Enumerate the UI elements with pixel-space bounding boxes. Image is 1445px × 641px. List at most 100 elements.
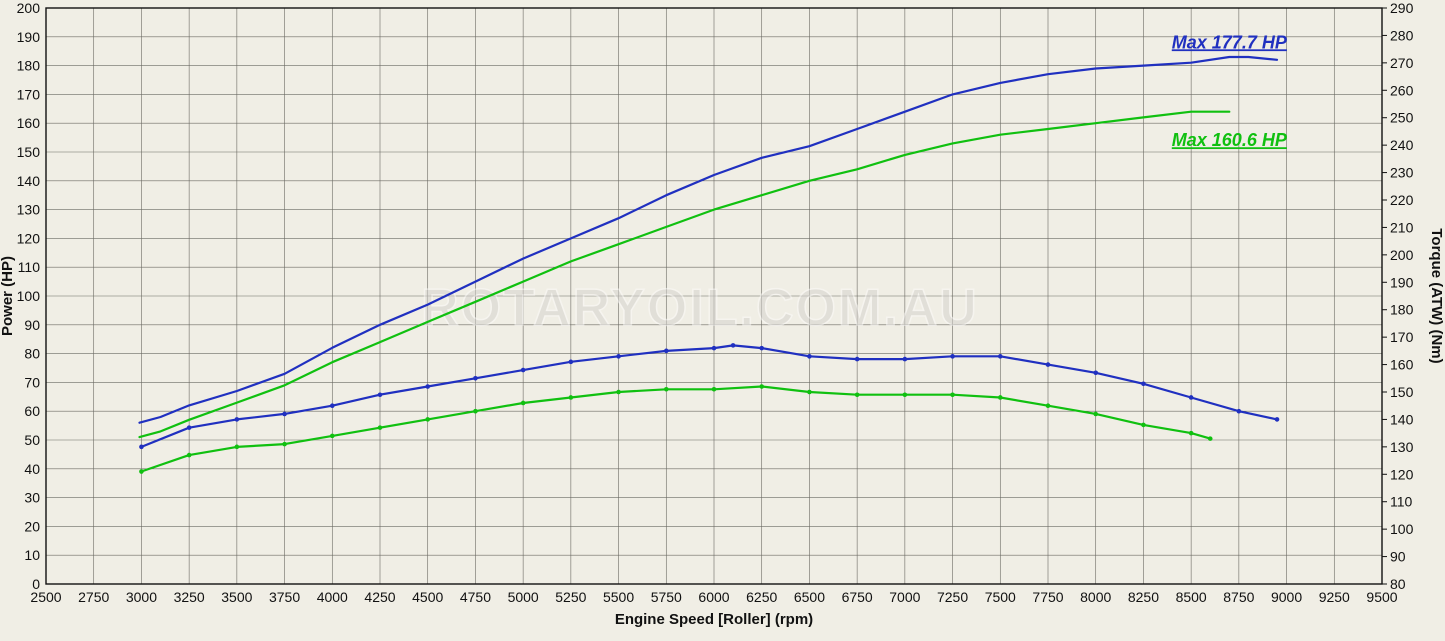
x-tick-label: 8500 bbox=[1176, 589, 1207, 605]
x-tick-label: 5000 bbox=[508, 589, 539, 605]
y-left-axis-label: Power (HP) bbox=[0, 256, 16, 336]
x-tick-label: 9250 bbox=[1319, 589, 1350, 605]
marker bbox=[1189, 395, 1194, 400]
y-left-tick-label: 50 bbox=[24, 432, 40, 448]
x-tick-label: 3750 bbox=[269, 589, 300, 605]
x-tick-label: 2750 bbox=[78, 589, 109, 605]
y-right-tick-label: 180 bbox=[1390, 302, 1414, 318]
marker bbox=[282, 442, 287, 447]
marker bbox=[1046, 403, 1051, 408]
marker bbox=[187, 425, 192, 430]
y-right-tick-label: 110 bbox=[1390, 494, 1413, 510]
x-tick-label: 5750 bbox=[651, 589, 682, 605]
y-right-tick-label: 130 bbox=[1390, 439, 1414, 455]
marker bbox=[664, 349, 669, 354]
x-tick-label: 4750 bbox=[460, 589, 491, 605]
x-tick-label: 7500 bbox=[985, 589, 1016, 605]
marker bbox=[521, 368, 526, 373]
x-tick-label: 6250 bbox=[746, 589, 777, 605]
x-tick-label: 5250 bbox=[555, 589, 586, 605]
y-left-tick-label: 60 bbox=[24, 403, 40, 419]
marker bbox=[903, 357, 908, 362]
marker bbox=[1237, 409, 1242, 414]
y-right-tick-label: 170 bbox=[1390, 329, 1414, 345]
y-left-tick-label: 10 bbox=[24, 547, 40, 563]
marker bbox=[1208, 436, 1213, 441]
y-left-tick-label: 40 bbox=[24, 461, 40, 477]
marker bbox=[1141, 423, 1146, 428]
marker bbox=[378, 392, 383, 397]
y-right-tick-label: 160 bbox=[1390, 357, 1414, 373]
marker bbox=[950, 392, 955, 397]
marker bbox=[187, 453, 192, 458]
marker bbox=[950, 354, 955, 359]
y-left-tick-label: 170 bbox=[17, 86, 41, 102]
y-right-tick-label: 230 bbox=[1390, 165, 1414, 181]
y-right-tick-label: 220 bbox=[1390, 192, 1414, 208]
marker bbox=[330, 434, 335, 439]
y-right-tick-label: 200 bbox=[1390, 247, 1414, 263]
marker bbox=[998, 354, 1003, 359]
x-axis-label: Engine Speed [Roller] (rpm) bbox=[615, 611, 813, 628]
y-right-tick-label: 150 bbox=[1390, 384, 1414, 400]
marker bbox=[235, 417, 240, 422]
y-right-tick-label: 240 bbox=[1390, 137, 1414, 153]
watermark: ROTARYOIL.COM.AU bbox=[421, 279, 979, 337]
x-tick-label: 4500 bbox=[412, 589, 443, 605]
chart-svg: ROTARYOIL.COM.AU250027503000325035003750… bbox=[0, 0, 1445, 641]
y-left-tick-label: 120 bbox=[17, 230, 41, 246]
marker bbox=[664, 387, 669, 392]
marker bbox=[425, 417, 430, 422]
x-tick-label: 7750 bbox=[1032, 589, 1063, 605]
marker bbox=[473, 409, 478, 414]
marker bbox=[903, 392, 908, 397]
marker bbox=[1046, 362, 1051, 367]
marker bbox=[616, 390, 621, 395]
y-left-tick-label: 30 bbox=[24, 490, 40, 506]
x-tick-label: 8000 bbox=[1080, 589, 1111, 605]
y-left-tick-label: 0 bbox=[32, 576, 40, 592]
marker bbox=[569, 360, 574, 365]
y-left-tick-label: 200 bbox=[17, 0, 41, 16]
marker bbox=[1189, 431, 1194, 436]
y-right-tick-label: 140 bbox=[1390, 411, 1414, 427]
x-tick-label: 9000 bbox=[1271, 589, 1302, 605]
marker bbox=[807, 354, 812, 359]
x-tick-label: 6000 bbox=[698, 589, 729, 605]
y-right-tick-label: 280 bbox=[1390, 27, 1414, 43]
y-left-tick-label: 150 bbox=[17, 144, 41, 160]
marker bbox=[425, 384, 430, 389]
y-right-tick-label: 120 bbox=[1390, 466, 1414, 482]
marker bbox=[569, 395, 574, 400]
marker bbox=[998, 395, 1003, 400]
y-right-tick-label: 80 bbox=[1390, 576, 1406, 592]
y-left-tick-label: 100 bbox=[17, 288, 41, 304]
x-tick-label: 4000 bbox=[317, 589, 348, 605]
marker bbox=[731, 343, 736, 348]
marker bbox=[282, 412, 287, 417]
y-left-tick-label: 70 bbox=[24, 374, 40, 390]
marker bbox=[1093, 412, 1098, 417]
x-tick-label: 6500 bbox=[794, 589, 825, 605]
marker bbox=[139, 469, 144, 474]
marker bbox=[139, 445, 144, 450]
y-left-tick-label: 130 bbox=[17, 202, 41, 218]
marker bbox=[330, 403, 335, 408]
x-tick-label: 5500 bbox=[603, 589, 634, 605]
marker bbox=[712, 387, 717, 392]
y-left-tick-label: 90 bbox=[24, 317, 40, 333]
y-left-tick-label: 160 bbox=[17, 115, 41, 131]
marker bbox=[1275, 417, 1280, 422]
marker bbox=[759, 384, 764, 389]
y-right-tick-label: 270 bbox=[1390, 55, 1414, 71]
x-tick-label: 3000 bbox=[126, 589, 157, 605]
y-right-tick-label: 100 bbox=[1390, 521, 1414, 537]
marker bbox=[807, 390, 812, 395]
marker bbox=[855, 357, 860, 362]
x-tick-label: 8750 bbox=[1223, 589, 1254, 605]
x-tick-label: 4250 bbox=[364, 589, 395, 605]
marker bbox=[616, 354, 621, 359]
marker bbox=[1093, 371, 1098, 376]
x-tick-label: 7250 bbox=[937, 589, 968, 605]
y-right-tick-label: 190 bbox=[1390, 274, 1414, 290]
